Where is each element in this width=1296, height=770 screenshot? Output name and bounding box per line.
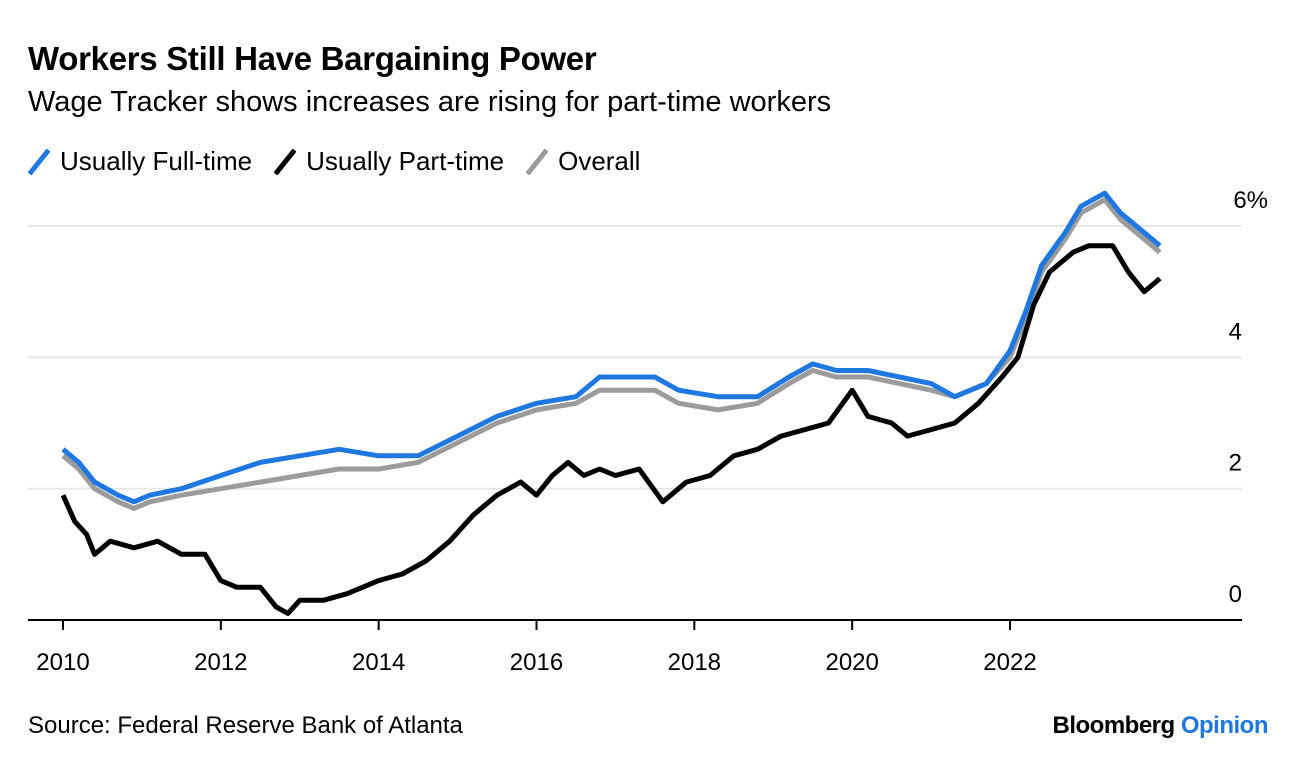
chart-source: Source: Federal Reserve Bank of Atlanta (28, 712, 463, 739)
legend-label-full-time: Usually Full-time (60, 146, 253, 176)
legend-swatch-part-time (274, 148, 297, 175)
x-tick-label-2012: 2012 (194, 649, 247, 676)
x-axis: 2010 2012 2014 2016 2018 2020 2022 (36, 620, 1037, 676)
legend-swatch-overall (526, 148, 549, 175)
legend-swatch-full-time (28, 148, 50, 175)
y-tick-label-6: 6% (1233, 187, 1268, 214)
legend-label-overall: Overall (558, 146, 641, 176)
x-tick-label-2014: 2014 (352, 649, 405, 676)
legend-item-overall: Overall (526, 146, 640, 177)
x-tick-label-2022: 2022 (983, 649, 1036, 676)
y-axis: 0 2 4 6% (1229, 187, 1268, 608)
brand-logo: Bloomberg Opinion (1053, 712, 1269, 740)
y-tick-label-2: 2 (1229, 450, 1242, 477)
x-tick-label-2016: 2016 (510, 649, 563, 676)
x-tick-label-2020: 2020 (825, 649, 878, 676)
chart-title: Workers Still Have Bargaining Power (28, 40, 597, 77)
legend-item-full-time: Usually Full-time (28, 146, 252, 177)
series-line-usually-full-time (61, 190, 1162, 505)
series-line-overall (61, 197, 1162, 511)
chart-legend: Usually Full-time Usually Part-time Over… (28, 146, 662, 177)
y-tick-label-0: 0 (1229, 581, 1242, 608)
brand-name: Bloomberg (1052, 712, 1176, 739)
y-tick-label-4: 4 (1229, 318, 1242, 345)
series-line-usually-part-time (60, 243, 1162, 616)
line-chart: 2010 2012 2014 2016 2018 2020 2022 0 2 4 6% (28, 187, 1268, 676)
x-tick-label-2010: 2010 (36, 649, 89, 676)
chart-subtitle: Wage Tracker shows increases are rising … (28, 86, 832, 118)
legend-item-part-time: Usually Part-time (274, 146, 504, 177)
x-tick-label-2018: 2018 (668, 649, 721, 676)
brand-accent: Opinion (1180, 712, 1269, 739)
series-lines (60, 190, 1162, 616)
legend-label-part-time: Usually Part-time (306, 146, 505, 176)
